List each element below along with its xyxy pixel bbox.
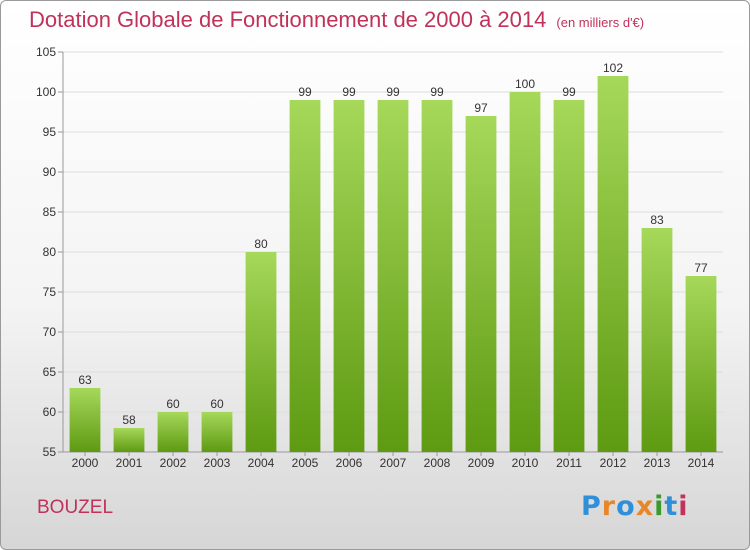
bar-2001 xyxy=(113,428,145,452)
logo-letter: i xyxy=(654,491,665,522)
bar-2002 xyxy=(157,412,189,452)
bar-value-label: 99 xyxy=(562,85,576,99)
bar-value-label: 99 xyxy=(386,85,400,99)
x-tick-label: 2004 xyxy=(248,456,275,470)
bar-value-label: 77 xyxy=(694,261,708,275)
bar-2010 xyxy=(509,92,541,452)
logo-letter: t xyxy=(664,491,679,522)
bar-value-label: 60 xyxy=(210,397,224,411)
bar-2000 xyxy=(69,388,101,452)
chart-title-text: Dotation Globale de Fonctionnement de 20… xyxy=(29,7,547,32)
bar-value-label: 60 xyxy=(166,397,180,411)
bar-value-label: 80 xyxy=(254,237,268,251)
y-tick-label: 80 xyxy=(43,245,57,259)
x-tick-label: 2003 xyxy=(204,456,231,470)
x-tick-label: 2010 xyxy=(512,456,539,470)
bar-value-label: 102 xyxy=(603,61,623,75)
bar-2004 xyxy=(245,252,277,452)
x-tick-label: 2006 xyxy=(336,456,363,470)
x-tick-label: 2011 xyxy=(556,456,582,470)
x-tick-label: 2000 xyxy=(72,456,99,470)
logo-letter: r xyxy=(601,491,617,522)
bar-value-label: 99 xyxy=(430,85,444,99)
x-tick-label: 2014 xyxy=(688,456,715,470)
bar-value-label: 99 xyxy=(298,85,312,99)
bar-value-label: 99 xyxy=(342,85,356,99)
y-tick-label: 55 xyxy=(43,445,57,459)
y-tick-label: 85 xyxy=(43,205,57,219)
y-tick-label: 70 xyxy=(43,325,57,339)
bar-2009 xyxy=(465,116,497,452)
x-tick-label: 2009 xyxy=(468,456,495,470)
bar-2003 xyxy=(201,412,233,452)
y-tick-label: 105 xyxy=(36,45,56,59)
commune-name: BOUZEL xyxy=(37,497,114,518)
y-tick-label: 65 xyxy=(43,365,57,379)
chart-title: Dotation Globale de Fonctionnement de 20… xyxy=(29,7,644,33)
bar-value-label: 83 xyxy=(650,213,664,227)
y-tick-label: 90 xyxy=(43,165,57,179)
bar-value-label: 63 xyxy=(78,373,92,387)
y-tick-label: 60 xyxy=(43,405,57,419)
y-tick-label: 95 xyxy=(43,125,57,139)
bar-2006 xyxy=(333,100,365,452)
bar-2013 xyxy=(641,228,673,452)
bar-2007 xyxy=(377,100,409,452)
y-tick-label: 100 xyxy=(36,85,56,99)
chart-unit-label: (en milliers d'€) xyxy=(556,15,645,30)
bar-2008 xyxy=(421,100,453,452)
bar-2012 xyxy=(597,76,629,452)
bar-2005 xyxy=(289,100,321,452)
bar-value-label: 58 xyxy=(122,413,136,427)
y-tick-label: 75 xyxy=(43,285,57,299)
bars xyxy=(69,76,717,452)
x-tick-label: 2012 xyxy=(600,456,627,470)
x-tick-label: 2005 xyxy=(292,456,319,470)
logo-letter: x xyxy=(635,491,655,522)
bar-value-label: 100 xyxy=(515,77,535,91)
bar-2014 xyxy=(685,276,717,452)
logo-letter: o xyxy=(616,491,636,522)
x-tick-label: 2008 xyxy=(424,456,451,470)
logo-letter: i xyxy=(678,491,689,522)
proxiti-logo: Proxiti xyxy=(581,491,689,522)
labels: 55 60 65 70 75 80 85 90 95 100 105 63 2000 58 2001 60 20… xyxy=(36,45,715,470)
x-tick-label: 2002 xyxy=(160,456,187,470)
x-tick-label: 2007 xyxy=(380,456,407,470)
bar-value-label: 97 xyxy=(474,101,488,115)
logo-letter: P xyxy=(581,491,602,522)
x-tick-label: 2001 xyxy=(116,456,143,470)
bar-2011 xyxy=(553,100,585,452)
x-tick-label: 2013 xyxy=(644,456,671,470)
